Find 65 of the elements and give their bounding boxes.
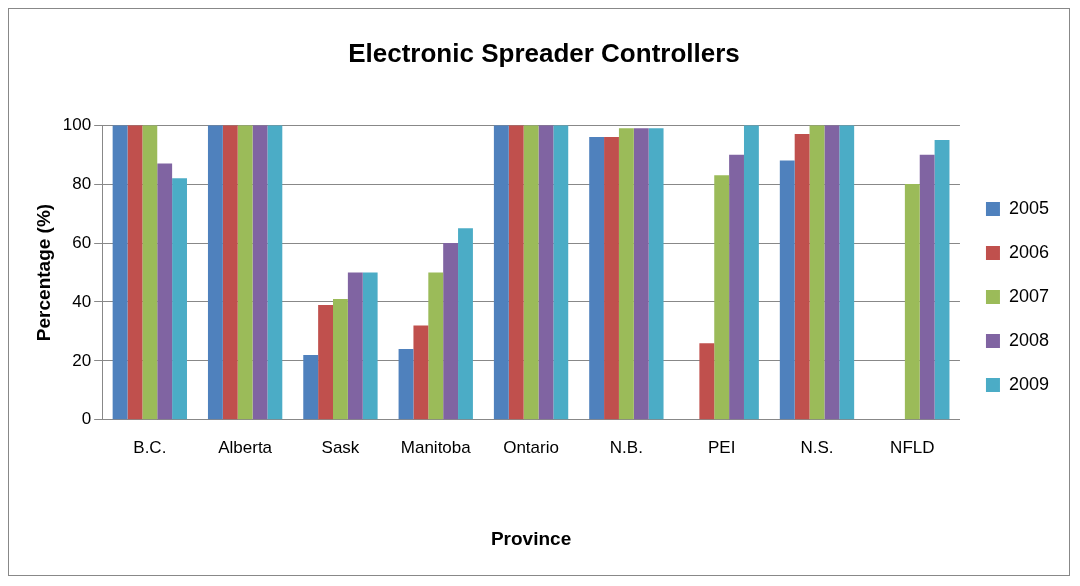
x-tick-label: Sask	[321, 437, 360, 457]
bar	[604, 136, 619, 420]
bar	[794, 134, 810, 420]
bar	[318, 304, 334, 420]
bar	[508, 125, 524, 420]
bar	[523, 125, 539, 420]
bar	[222, 125, 238, 420]
bar	[413, 325, 429, 420]
bar	[333, 299, 348, 420]
bar	[729, 154, 744, 420]
y-tick-label: 60	[72, 232, 92, 252]
bar	[538, 125, 554, 420]
bar	[699, 343, 715, 420]
legend-label: 2005	[1008, 197, 1049, 218]
bar	[779, 160, 795, 420]
legend-label: 2008	[1008, 329, 1049, 350]
bar	[142, 125, 158, 420]
bar	[648, 128, 664, 420]
bar	[493, 125, 509, 420]
x-tick-label: Ontario	[503, 437, 559, 457]
bar	[714, 175, 730, 420]
bar	[824, 125, 840, 420]
y-tick-label: 80	[72, 173, 92, 193]
bar	[237, 125, 253, 420]
x-axis-title: Province	[490, 527, 572, 549]
y-tick-label: 40	[72, 291, 92, 311]
y-axis-title: Percentage (%)	[32, 203, 54, 342]
bar	[809, 125, 825, 420]
y-tick-label: 20	[72, 350, 92, 370]
bar	[458, 228, 473, 420]
bar	[428, 272, 444, 420]
bar	[633, 128, 649, 420]
bar	[839, 125, 855, 420]
x-tick-label: PEI	[707, 437, 736, 457]
bar	[618, 128, 634, 420]
bar	[398, 349, 414, 420]
bar	[267, 125, 283, 420]
bar	[127, 125, 143, 420]
bar	[362, 272, 378, 420]
bar	[553, 125, 569, 420]
bar	[157, 163, 173, 420]
bar	[589, 136, 605, 420]
x-tick-label: B.C.	[133, 437, 167, 457]
bar	[443, 243, 459, 420]
bar	[252, 125, 268, 420]
bar	[919, 154, 935, 420]
x-tick-label: N.B.	[609, 437, 643, 457]
bar	[743, 125, 759, 420]
bar	[347, 272, 363, 420]
x-tick-label: N.S.	[800, 437, 834, 457]
bar	[303, 354, 319, 420]
bar	[112, 125, 128, 420]
legend-label: 2009	[1008, 373, 1049, 394]
legend-label: 2006	[1008, 241, 1049, 262]
x-tick-label: Manitoba	[400, 437, 472, 457]
bar	[172, 178, 187, 420]
chart-title: Electronic Spreader Controllers	[348, 37, 740, 68]
x-tick-label: Alberta	[218, 437, 273, 457]
bar	[207, 125, 223, 420]
bar	[904, 184, 920, 420]
bar	[934, 139, 950, 420]
y-tick-label: 100	[62, 114, 92, 134]
x-tick-label: NFLD	[890, 437, 935, 457]
y-tick-label: 0	[81, 409, 92, 429]
legend-label: 2007	[1008, 285, 1049, 306]
